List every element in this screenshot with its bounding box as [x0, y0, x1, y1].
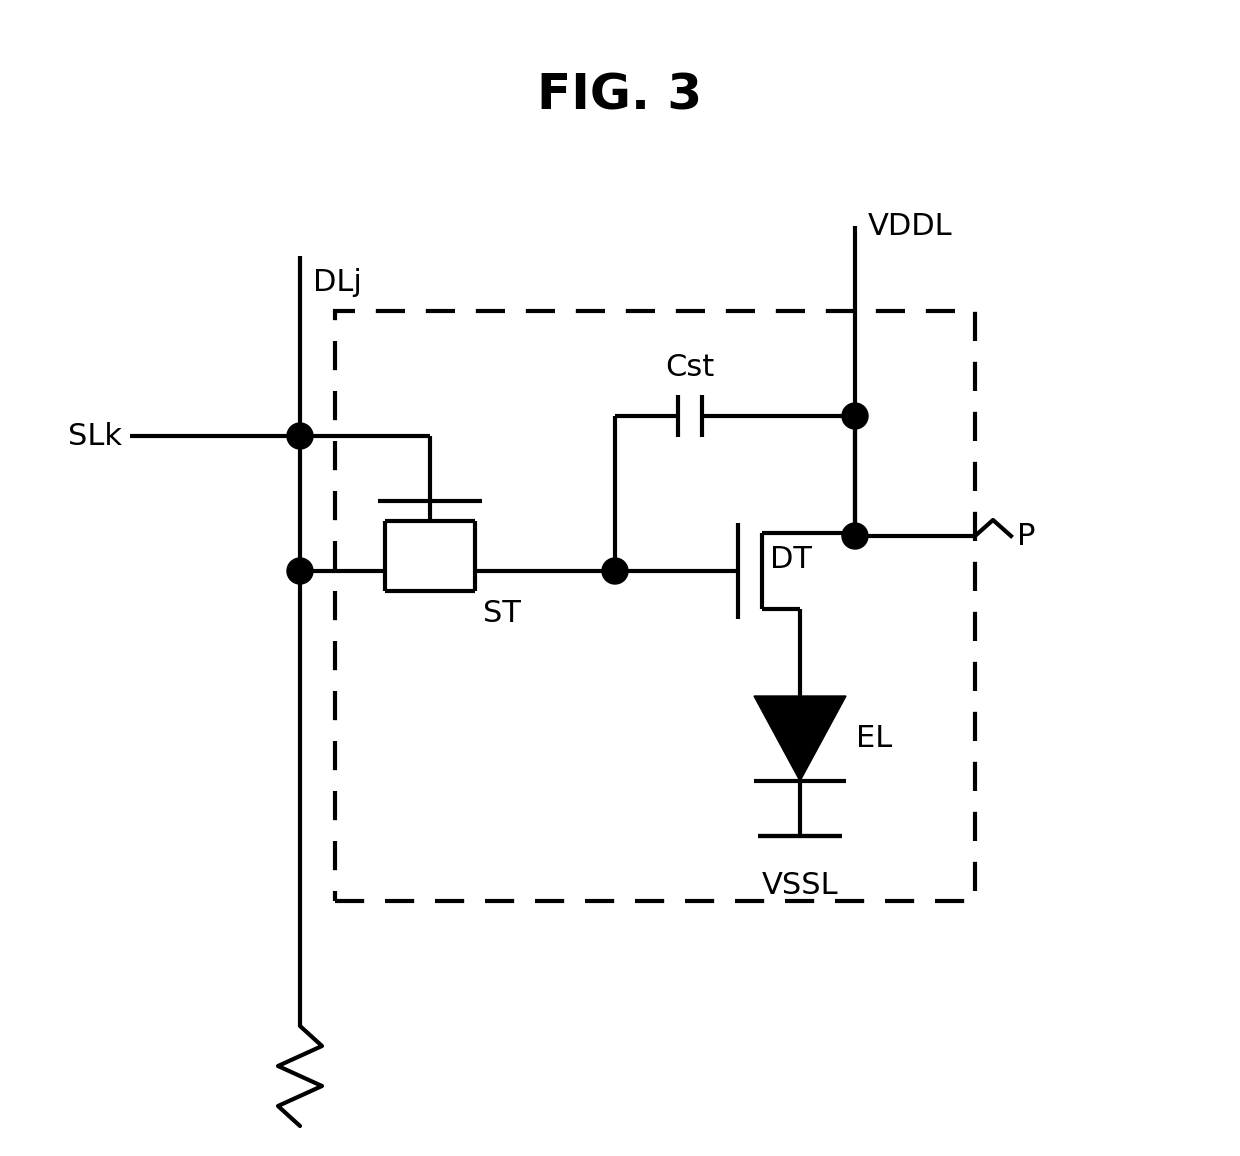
Text: DLj: DLj: [312, 268, 362, 297]
Text: EL: EL: [856, 724, 893, 753]
Polygon shape: [754, 696, 846, 781]
Circle shape: [286, 423, 312, 449]
Text: P: P: [1017, 521, 1035, 550]
Circle shape: [286, 558, 312, 584]
Text: DT: DT: [770, 544, 812, 573]
Text: VSSL: VSSL: [761, 870, 838, 901]
Circle shape: [842, 403, 868, 429]
Text: VDDL: VDDL: [868, 212, 952, 240]
Text: Cst: Cst: [665, 354, 714, 383]
Circle shape: [601, 558, 627, 584]
Text: FIG. 3: FIG. 3: [537, 71, 703, 119]
Text: SLk: SLk: [68, 422, 122, 451]
Text: ST: ST: [484, 599, 521, 628]
Circle shape: [842, 523, 868, 549]
